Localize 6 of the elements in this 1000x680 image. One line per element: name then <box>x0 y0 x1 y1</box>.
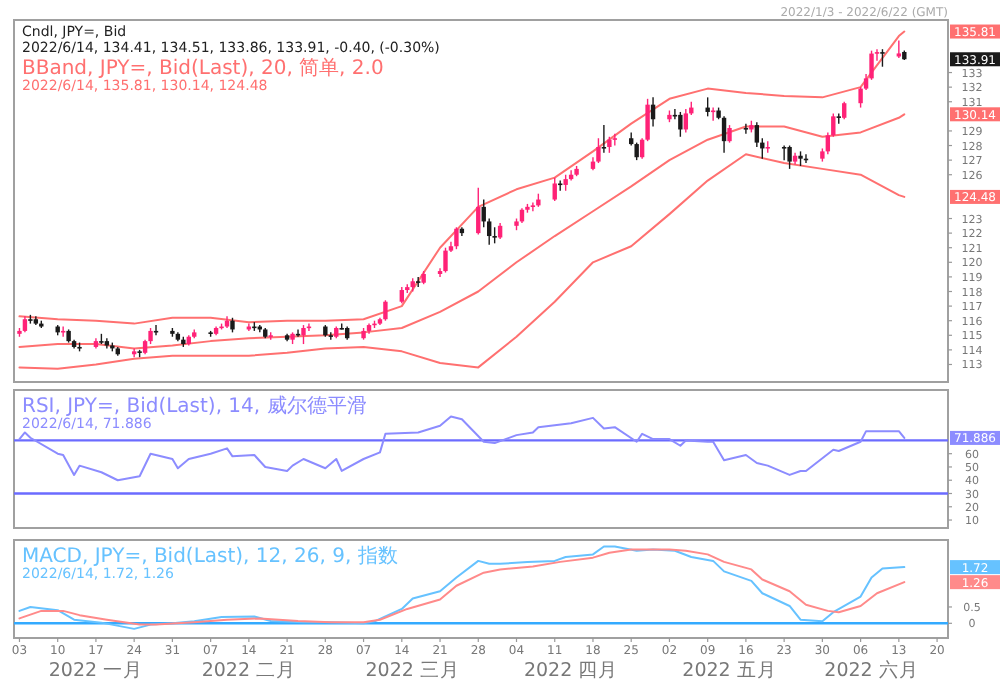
x2tick: 2022 三月 <box>365 660 460 680</box>
x2tick: 2022 四月 <box>523 660 619 680</box>
x2tick: 2022 六月 <box>824 660 919 680</box>
x2tick: 2022 二月 <box>201 660 297 680</box>
x2tick: 2022 一月 <box>48 660 144 680</box>
x2tick: 2022 五月 <box>682 660 777 680</box>
